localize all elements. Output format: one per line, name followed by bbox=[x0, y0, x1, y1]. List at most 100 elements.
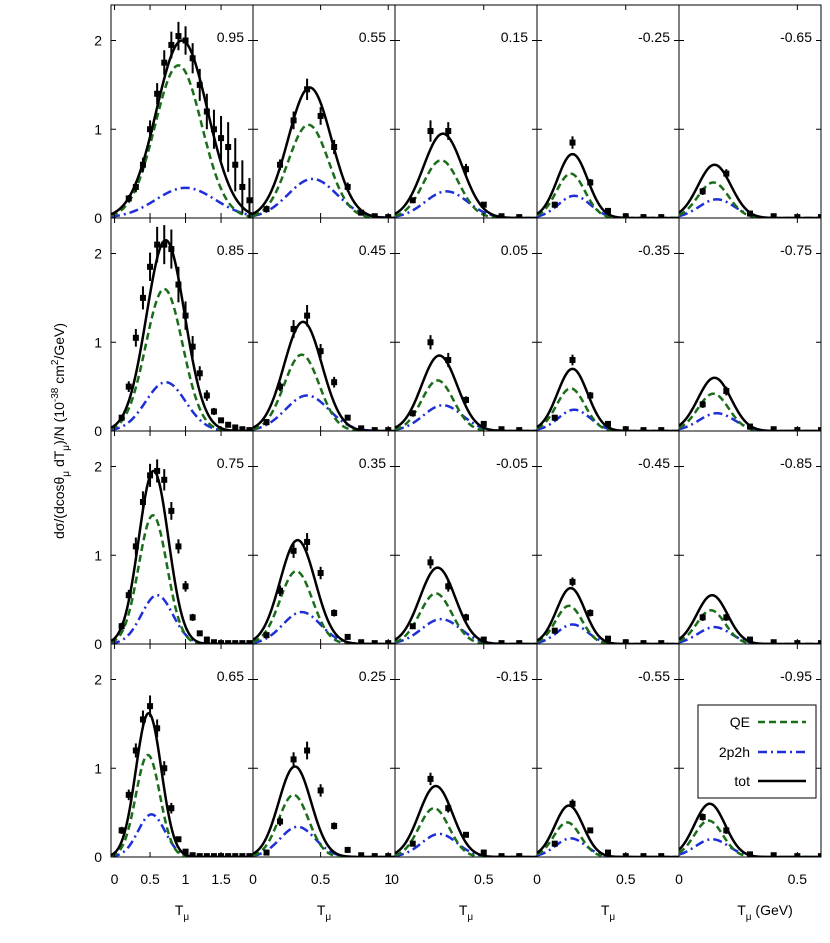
x-tick-label: 1.5 bbox=[211, 871, 231, 887]
data-point bbox=[203, 392, 210, 399]
data-point bbox=[317, 112, 324, 119]
data-point bbox=[818, 853, 821, 857]
data-point bbox=[818, 427, 821, 431]
data-point bbox=[147, 263, 154, 270]
series-tot-line bbox=[679, 802, 821, 857]
x-tick-label: 0.5 bbox=[311, 871, 331, 887]
data-point bbox=[658, 214, 665, 218]
data-point bbox=[498, 426, 505, 431]
data-point bbox=[218, 135, 225, 142]
panel--0.05: -0.05 bbox=[394, 430, 538, 645]
series-tot-line bbox=[253, 86, 395, 218]
data-point bbox=[290, 117, 297, 124]
data-point bbox=[587, 179, 594, 186]
panel-label: 0.05 bbox=[501, 242, 528, 258]
x-tick-label: 0 bbox=[675, 871, 683, 887]
series-2p2h-line bbox=[395, 832, 537, 857]
data-point bbox=[358, 209, 365, 216]
data-point bbox=[225, 421, 232, 428]
y-tick-label: 1 bbox=[94, 334, 102, 350]
panel-label: -0.15 bbox=[496, 668, 528, 684]
data-point bbox=[147, 472, 154, 479]
y-tick-label: 2 bbox=[94, 246, 102, 262]
data-point bbox=[203, 108, 210, 115]
data-point bbox=[196, 630, 203, 637]
data-point bbox=[239, 183, 246, 190]
series-2p2h-line bbox=[111, 186, 253, 218]
data-point bbox=[658, 853, 665, 857]
data-point bbox=[232, 853, 239, 857]
data-point bbox=[118, 827, 125, 834]
data-point bbox=[246, 853, 253, 857]
data-point bbox=[747, 851, 753, 857]
data-point bbox=[344, 183, 351, 190]
data-point bbox=[189, 852, 196, 857]
data-point bbox=[168, 805, 175, 812]
data-point bbox=[290, 756, 297, 763]
series-tot-line bbox=[253, 538, 395, 644]
x-tick-label: 0.5 bbox=[616, 871, 636, 887]
series-tot-line bbox=[537, 804, 679, 857]
data-point bbox=[225, 853, 232, 857]
data-point bbox=[445, 805, 452, 812]
data-point bbox=[196, 370, 203, 377]
series-qe-line bbox=[537, 604, 679, 644]
data-point bbox=[551, 201, 558, 208]
series-qe-line bbox=[253, 569, 395, 644]
data-point bbox=[463, 614, 469, 621]
y-tick-label: 1 bbox=[94, 547, 102, 563]
data-point bbox=[587, 609, 594, 616]
series-tot-line bbox=[253, 765, 395, 857]
x-tick-label: 0 bbox=[111, 871, 119, 887]
panel-0.45: 0.45 bbox=[252, 217, 396, 432]
data-point bbox=[445, 128, 452, 135]
panel--0.75: -0.75 bbox=[678, 217, 822, 432]
data-point bbox=[409, 840, 416, 847]
panel-label: 0.25 bbox=[359, 668, 386, 684]
data-point bbox=[182, 848, 189, 855]
panel-label: -0.35 bbox=[638, 242, 670, 258]
data-point bbox=[132, 183, 139, 190]
panel-label: 0.45 bbox=[359, 242, 386, 258]
series-tot-line bbox=[537, 152, 679, 218]
panel-label: -0.85 bbox=[780, 455, 812, 471]
data-point bbox=[463, 396, 469, 403]
series-tot-line bbox=[395, 784, 537, 857]
data-point bbox=[358, 639, 365, 644]
data-point bbox=[569, 800, 576, 807]
x-tick-label: 0.5 bbox=[788, 871, 808, 887]
data-point bbox=[317, 348, 324, 355]
series-qe-line bbox=[395, 159, 537, 218]
panel-0.55: 0.55 bbox=[252, 4, 396, 219]
data-point bbox=[516, 640, 523, 644]
x-tick-label: 0 bbox=[391, 871, 399, 887]
series-2p2h-line bbox=[253, 394, 395, 431]
series-2p2h-line bbox=[395, 404, 537, 431]
data-point bbox=[175, 836, 182, 843]
data-point bbox=[147, 703, 154, 710]
data-point bbox=[210, 853, 217, 857]
y-axis-label: dσ/(dcosθμ dTμ)/N (10-38 cm2/GeV) bbox=[50, 323, 72, 539]
data-point bbox=[139, 161, 146, 168]
data-point bbox=[225, 640, 232, 644]
data-point bbox=[304, 86, 311, 93]
legend-label: 2p2h bbox=[719, 744, 750, 760]
data-point bbox=[317, 570, 324, 576]
data-point bbox=[445, 583, 452, 590]
data-point bbox=[161, 765, 168, 772]
data-point bbox=[818, 214, 821, 218]
x-axis-label: Tμ bbox=[175, 902, 190, 923]
x-axis-label: Tμ bbox=[601, 902, 616, 923]
data-point bbox=[516, 427, 523, 431]
data-point bbox=[161, 476, 168, 483]
y-tick-label: 0 bbox=[94, 423, 102, 439]
data-point bbox=[640, 853, 647, 857]
data-point bbox=[331, 379, 338, 386]
series-qe-line bbox=[253, 353, 395, 431]
panel-0.25: 0.25 bbox=[252, 643, 396, 858]
x-tick-label: 1 bbox=[182, 871, 190, 887]
data-point bbox=[189, 55, 196, 62]
data-point bbox=[699, 614, 706, 621]
data-point bbox=[239, 640, 246, 644]
data-point bbox=[290, 325, 297, 332]
